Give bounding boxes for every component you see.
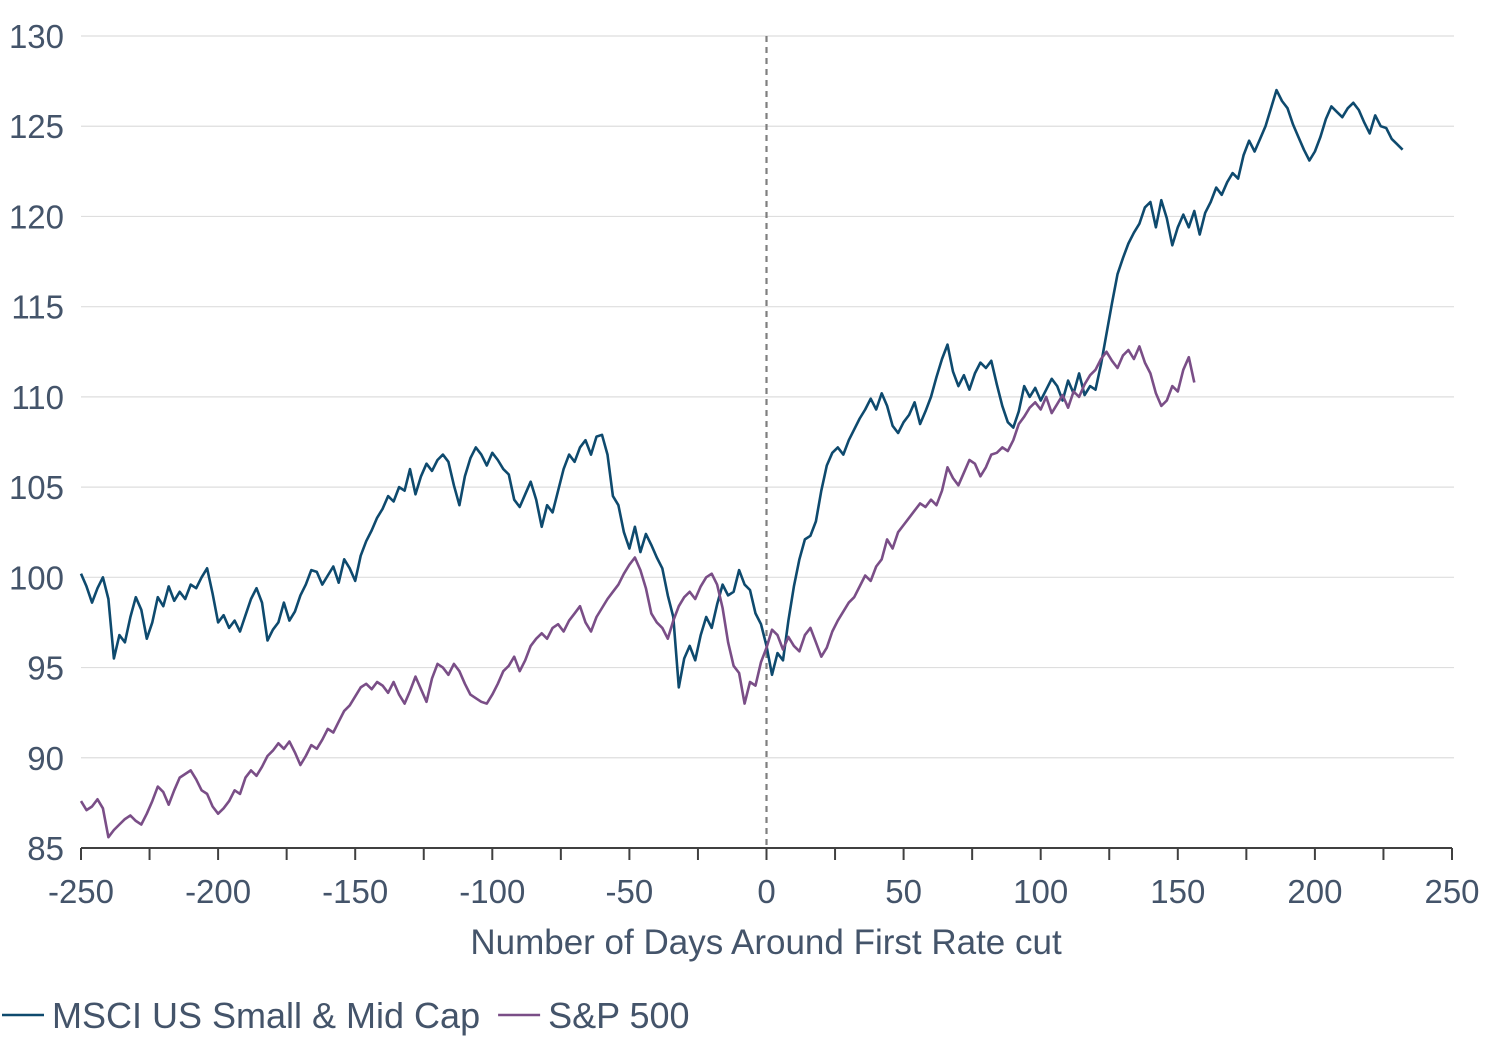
series-line-0: [79, 88, 1404, 689]
legend-label-0: MSCI US Small & Mid Cap: [52, 995, 480, 1036]
x-tick-label--100: -100: [459, 873, 525, 910]
x-tick-label--250: -250: [48, 873, 114, 910]
y-tick-label-100: 100: [9, 559, 64, 596]
y-tick-label-130: 130: [9, 18, 64, 55]
x-tick-label-150: 150: [1150, 873, 1205, 910]
x-tick-label-100: 100: [1013, 873, 1068, 910]
x-tick-label--200: -200: [185, 873, 251, 910]
y-tick-label-95: 95: [27, 650, 64, 687]
x-tick-label-50: 50: [885, 873, 922, 910]
series-line-1: [79, 345, 1196, 839]
y-tick-label-90: 90: [27, 740, 64, 777]
y-tick-label-120: 120: [9, 198, 64, 235]
legend: MSCI US Small & Mid Cap S&P 500: [2, 995, 690, 1036]
legend-label-1: S&P 500: [548, 995, 689, 1036]
y-tick-label-110: 110: [11, 379, 64, 416]
y-tick-label-105: 105: [9, 469, 64, 506]
series-lines: [79, 88, 1404, 839]
x-tick-label--50: -50: [606, 873, 654, 910]
y-tick-label-85: 85: [27, 830, 64, 867]
x-axis-title: Number of Days Around First Rate cut: [470, 923, 1062, 962]
x-tick-label--150: -150: [322, 873, 388, 910]
axes: 85 90 95 100 105 110 115 120 125 130 -250 -200 -150 -…: [9, 18, 1480, 910]
y-tick-label-125: 125: [9, 108, 64, 145]
x-tick-label-250: 250: [1424, 873, 1479, 910]
x-tick-label-200: 200: [1287, 873, 1342, 910]
y-tick-label-115: 115: [11, 289, 64, 326]
x-tick-label-0: 0: [757, 873, 775, 910]
